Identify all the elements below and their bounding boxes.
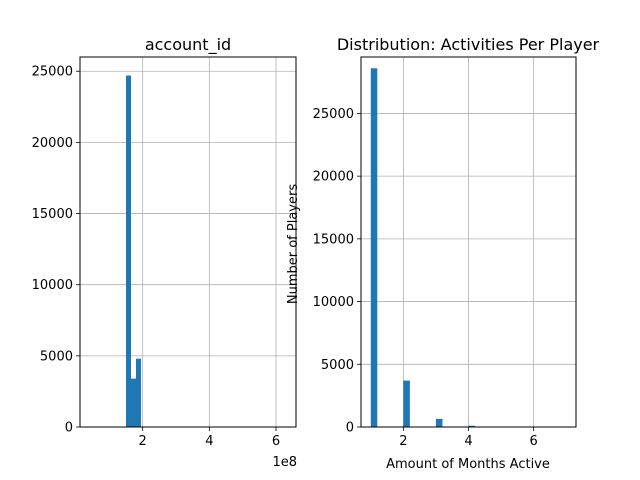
x-tick-label: 2 [139,434,147,449]
y-tick-label: 25000 [313,107,354,122]
x-axis-label: Amount of Months Active [386,457,550,472]
histogram-bar [370,68,378,427]
y-axis-label: Number of Players [286,184,301,304]
x-tick-label: 4 [205,434,213,449]
grid-lines [80,57,296,428]
y-tick-label: 10000 [32,278,73,293]
histogram-bar [136,358,141,427]
histogram-bar [435,418,443,427]
y-tick-label: 20000 [32,136,73,151]
histogram-bar [131,378,136,427]
y-tick-label: 15000 [32,207,73,222]
y-tick-label: 15000 [313,232,354,247]
y-tick-label: 25000 [32,65,73,80]
x-offset-text: 1e8 [272,455,297,470]
chart-title: Distribution: Activities Per Player [337,35,600,54]
y-tick-label: 20000 [313,170,354,185]
bars [126,75,141,427]
histogram-bar [468,425,476,427]
chart-title: account_id [145,35,231,55]
histogram-bar [403,380,410,427]
y-tick-label: 5000 [321,358,354,373]
axes-frame [79,56,297,428]
x-tick-label: 2 [399,434,407,449]
y-tick-label: 10000 [313,295,354,310]
histogram-bar [126,75,131,427]
ticks: 2 4 6 0 5000 10000 15000 20000 25000 [32,65,281,449]
y-tick-label: 0 [65,421,73,436]
ticks: 2 4 6 0 5000 10000 15000 20000 25000 [313,107,538,449]
x-tick-label: 6 [272,434,280,449]
x-tick-label: 4 [464,434,472,449]
activities-histogram: 2 4 6 0 5000 10000 15000 20000 25000 Distributio… [286,35,600,472]
x-tick-label: 6 [530,434,538,449]
grid-lines [361,57,576,428]
y-tick-label: 5000 [40,349,73,364]
y-tick-label: 0 [346,421,354,436]
